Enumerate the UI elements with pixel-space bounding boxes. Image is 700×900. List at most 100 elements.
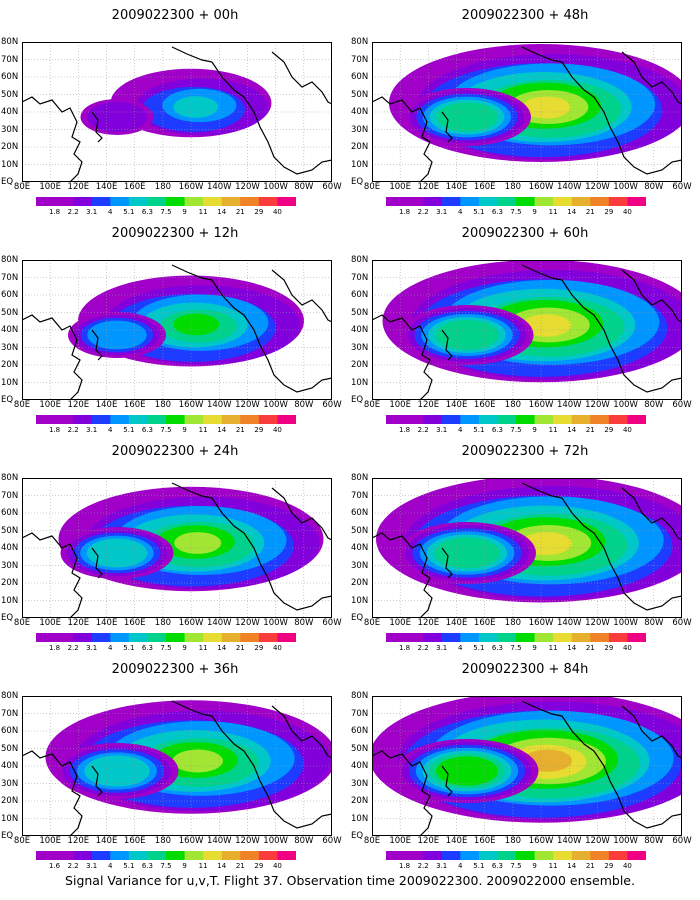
map-panel: 2009022300 + 36h 80N 70N 60N 50N 40N 30N 20N 10N… <box>0 654 350 874</box>
latitude-label: 70N <box>351 490 369 501</box>
colorbar-label: 11 <box>548 644 558 652</box>
colorbar-label: 9 <box>182 426 187 434</box>
colorbar-label: 4 <box>108 208 113 216</box>
colorbar-swatch <box>590 197 610 206</box>
colorbar-label: 29 <box>254 208 264 216</box>
longitude-label: 140E <box>445 836 468 846</box>
colorbar-label: 9 <box>532 862 537 870</box>
colorbar-swatch <box>553 197 573 206</box>
variance-map <box>372 260 682 400</box>
colorbar-swatch <box>534 415 554 424</box>
longitude-label: 120E <box>67 618 90 628</box>
colorbar-label: 11 <box>548 426 558 434</box>
latitude-label: 50N <box>351 525 369 536</box>
colorbar-swatch <box>386 851 406 860</box>
coastline <box>271 705 332 759</box>
longitude-label: 180 <box>154 182 172 192</box>
colorbar-label: 1.8 <box>398 426 411 434</box>
longitude-label: 80E <box>13 836 31 846</box>
colorbar-label: 9 <box>532 644 537 652</box>
colorbar-swatch <box>36 633 56 642</box>
colorbar-swatch <box>608 415 628 424</box>
colorbar-label: 3.1 <box>86 862 98 870</box>
coastline <box>211 497 332 611</box>
colorbar <box>36 633 296 642</box>
longitude-label: 140W <box>206 618 232 628</box>
colorbar-label: 6.3 <box>141 426 153 434</box>
longitude-label: 120W <box>585 836 610 846</box>
colorbar-swatch <box>386 633 406 642</box>
longitude-label: 160W <box>528 618 554 628</box>
colorbar-label: 6.3 <box>141 644 153 652</box>
colorbar-swatch <box>240 851 260 860</box>
colorbar-swatch <box>91 633 111 642</box>
colorbar-swatch <box>441 633 461 642</box>
panel-title: 2009022300 + 48h <box>461 8 589 23</box>
variance-contour <box>436 102 498 132</box>
coastline <box>211 715 332 829</box>
latitude-label: 30N <box>1 124 19 135</box>
longitude-label: 80W <box>294 836 314 846</box>
coastline <box>372 532 433 618</box>
longitude-labels: 80E 100E 120E 140E 160E 180 160W 140W 120W 100W 80… <box>350 400 692 412</box>
longitude-label: 80E <box>363 182 381 192</box>
colorbar-label: 9 <box>532 208 537 216</box>
variance-contour <box>173 96 219 118</box>
colorbar-label: 9 <box>182 208 187 216</box>
colorbar-swatch <box>73 197 93 206</box>
colorbar-swatch <box>147 633 167 642</box>
colorbar-swatch <box>423 851 443 860</box>
colorbar-swatch <box>277 633 296 642</box>
longitude-labels: 80E 100E 120E 140E 160E 180 160W 140W 120W 100W 80… <box>350 618 692 630</box>
variance-map <box>22 260 332 400</box>
coastline <box>22 532 83 618</box>
colorbar-swatch <box>590 633 610 642</box>
longitude-label: 120W <box>585 400 610 410</box>
latitude-label: 10N <box>1 813 19 824</box>
colorbar-label: 1.8 <box>48 644 61 652</box>
longitude-label: 100W <box>263 400 288 410</box>
colorbar-label: 4 <box>458 862 463 870</box>
colorbar <box>386 633 646 642</box>
coastline <box>22 314 83 400</box>
longitude-label: 120E <box>417 618 440 628</box>
variance-map <box>372 478 682 618</box>
colorbar <box>36 415 296 424</box>
colorbar-swatch <box>166 415 186 424</box>
longitude-label: 160E <box>123 618 146 628</box>
colorbar-label: 40 <box>622 644 632 652</box>
colorbar-label: 40 <box>272 862 282 870</box>
coastline <box>171 264 213 281</box>
colorbar-swatch <box>54 633 74 642</box>
longitude-label: 140E <box>95 400 118 410</box>
longitude-label: 80E <box>13 400 31 410</box>
colorbar-swatch <box>184 851 204 860</box>
coastline <box>521 264 563 281</box>
colorbar-swatch <box>516 415 536 424</box>
colorbar-swatch <box>627 851 646 860</box>
latitude-label: 20N <box>351 360 369 370</box>
longitude-label: 120E <box>417 400 440 410</box>
colorbar-swatch <box>608 851 628 860</box>
colorbar-swatch <box>110 851 130 860</box>
latitude-label: 20N <box>1 360 19 370</box>
colorbar-swatch <box>240 415 260 424</box>
colorbar-swatch <box>553 851 573 860</box>
colorbar-swatch <box>627 197 646 206</box>
latitude-label: 10N <box>351 159 369 170</box>
colorbar-label: 2.2 <box>417 644 429 652</box>
longitude-label: 80E <box>363 400 381 410</box>
coastline <box>561 279 682 393</box>
colorbar-swatch <box>404 851 424 860</box>
latitude-label: 80N <box>1 691 19 701</box>
colorbar-label: 1.8 <box>48 208 61 216</box>
colorbar-label: 6.3 <box>491 644 503 652</box>
colorbar-swatch <box>128 197 148 206</box>
variance-contour <box>173 313 220 336</box>
latitude-label: 30N <box>351 560 369 571</box>
latitude-label: EQ <box>351 613 364 623</box>
colorbar-label: 11 <box>548 862 558 870</box>
colorbar-swatch <box>221 851 241 860</box>
colorbar-swatch <box>203 633 223 642</box>
colorbar-label: 5.1 <box>473 862 485 870</box>
